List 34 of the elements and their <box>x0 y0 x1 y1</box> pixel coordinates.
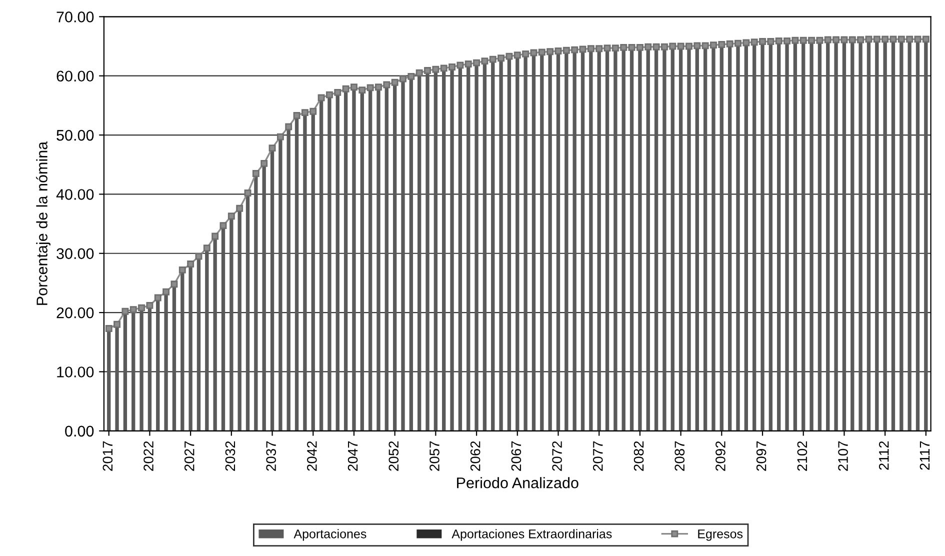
x-tick-label: 2092 <box>716 441 726 471</box>
x-tick-label: 2027 <box>184 441 194 471</box>
x-tick-label: 2052 <box>388 441 399 471</box>
x-tick-label: 2107 <box>838 441 848 471</box>
x-tick-label: 2042 <box>307 441 317 471</box>
x-tick-label: 2022 <box>144 441 154 471</box>
x-tick-label: 2017 <box>102 441 113 471</box>
y-tick-label: 30.00 <box>56 248 94 260</box>
x-tick-label: 2057 <box>430 441 440 471</box>
y-tick-label: 60.00 <box>56 70 94 82</box>
x-tick-label: 2062 <box>470 441 480 471</box>
x-tick-label: 2077 <box>592 441 603 471</box>
x-tick-label: 2067 <box>511 441 522 471</box>
y-tick-label: 70.00 <box>56 12 94 22</box>
y-tick-label: 0.00 <box>65 426 94 437</box>
y-axis-title: Porcentaje de la nómina <box>36 141 50 305</box>
x-tick-label: 2087 <box>674 441 685 471</box>
y-tick-label: 10.00 <box>57 366 94 378</box>
legend-label: Aportaciones <box>294 529 366 541</box>
x-tick-label: 2082 <box>634 441 644 471</box>
x-tick-label: 2102 <box>797 441 808 471</box>
y-tick-label: 50.00 <box>56 130 94 141</box>
y-tick-label: 40.00 <box>56 189 94 200</box>
x-tick-label: 2097 <box>756 441 766 471</box>
x-tick-label: 2037 <box>266 441 276 471</box>
x-tick-label: 2047 <box>348 441 358 471</box>
x-axis-title: Periodo Analizado <box>457 477 578 488</box>
legend-label: Egresos <box>698 530 743 541</box>
legend-label: Aportaciones Extraordinarias <box>452 529 612 541</box>
x-tick-label: 2072 <box>552 441 562 471</box>
y-tick-label: 20.00 <box>56 307 94 318</box>
x-tick-label: 2112 <box>878 441 889 470</box>
x-tick-label: 2117 <box>920 441 930 470</box>
x-tick-label: 2032 <box>225 441 236 471</box>
